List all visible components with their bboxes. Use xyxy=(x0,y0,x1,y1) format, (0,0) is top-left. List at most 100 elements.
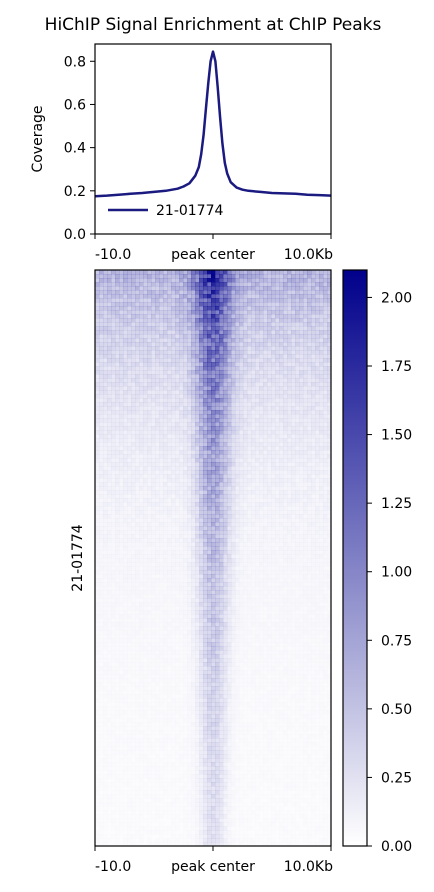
heatmap-cell xyxy=(303,358,307,362)
heatmap-cell xyxy=(231,326,235,330)
heatmap-cell xyxy=(183,310,187,314)
heatmap-cell xyxy=(287,498,291,502)
heatmap-cell xyxy=(95,342,99,346)
heatmap-cell xyxy=(107,270,111,274)
heatmap-cell xyxy=(283,462,287,466)
heatmap-cell xyxy=(183,502,187,506)
heatmap-cell xyxy=(175,346,179,350)
heatmap-cell xyxy=(139,478,143,482)
heatmap-cell xyxy=(271,594,275,598)
heatmap-cell xyxy=(155,406,159,410)
heatmap-cell xyxy=(187,462,191,466)
heatmap-cell xyxy=(267,330,271,334)
heatmap-cell xyxy=(247,282,251,286)
heatmap-cell xyxy=(179,358,183,362)
heatmap-cell xyxy=(303,602,307,606)
heatmap-cell xyxy=(295,530,299,534)
heatmap-cell xyxy=(275,338,279,342)
heatmap-cell xyxy=(183,270,187,274)
heatmap-cell xyxy=(159,510,163,514)
heatmap-cell xyxy=(151,390,155,394)
heatmap-cell xyxy=(99,410,103,414)
heatmap-cell xyxy=(159,482,163,486)
heatmap-cell xyxy=(319,478,323,482)
heatmap-cell xyxy=(175,502,179,506)
heatmap-cell xyxy=(307,598,311,602)
heatmap-cell xyxy=(131,322,135,326)
heatmap-cell xyxy=(323,330,327,334)
heatmap-cell xyxy=(231,490,235,494)
heatmap-cell xyxy=(159,362,163,366)
heatmap-cell xyxy=(311,290,315,294)
heatmap-cell xyxy=(259,510,263,514)
heatmap-cell xyxy=(191,406,195,410)
heatmap-cell xyxy=(179,330,183,334)
heatmap-cell xyxy=(99,570,103,574)
heatmap-cell xyxy=(163,554,167,558)
heatmap-cell xyxy=(223,310,227,314)
heatmap-cell xyxy=(135,534,139,538)
heatmap-cell xyxy=(199,582,203,586)
heatmap-cell xyxy=(287,310,291,314)
heatmap-cell xyxy=(251,390,255,394)
heatmap-cell xyxy=(159,490,163,494)
heatmap-cell xyxy=(127,486,131,490)
heatmap-cell xyxy=(99,290,103,294)
heatmap-cell xyxy=(259,486,263,490)
heatmap-cell xyxy=(151,490,155,494)
heatmap-cell xyxy=(163,278,167,282)
heatmap-cell xyxy=(251,498,255,502)
heatmap-cell xyxy=(183,474,187,478)
heatmap-cell xyxy=(111,510,115,514)
heatmap-cell xyxy=(239,578,243,582)
heatmap-cell xyxy=(99,318,103,322)
heatmap-cell xyxy=(227,414,231,418)
heatmap-cell xyxy=(291,354,295,358)
heatmap-cell xyxy=(155,270,159,274)
heatmap-cell xyxy=(251,346,255,350)
heatmap-cell xyxy=(171,446,175,450)
heatmap-cell xyxy=(103,410,107,414)
heatmap-cell xyxy=(207,370,211,374)
heatmap-cell xyxy=(295,374,299,378)
heatmap-cell xyxy=(111,538,115,542)
heatmap-cell xyxy=(215,398,219,402)
heatmap-cell xyxy=(231,602,235,606)
heatmap-cell xyxy=(171,602,175,606)
heatmap-cell xyxy=(303,526,307,530)
heatmap-cell xyxy=(135,506,139,510)
heatmap-cell xyxy=(139,330,143,334)
heatmap-cell xyxy=(247,310,251,314)
heatmap-cell xyxy=(219,370,223,374)
heatmap-cell xyxy=(179,302,183,306)
heatmap-cell xyxy=(311,426,315,430)
heatmap-cell xyxy=(303,326,307,330)
heatmap-cell xyxy=(247,566,251,570)
heatmap-cell xyxy=(195,522,199,526)
heatmap-cell xyxy=(127,434,131,438)
heatmap-cell xyxy=(187,450,191,454)
heatmap-cell xyxy=(147,502,151,506)
heatmap-cell xyxy=(303,274,307,278)
heatmap-cell xyxy=(311,430,315,434)
heatmap-cell xyxy=(291,346,295,350)
heatmap-cell xyxy=(279,474,283,478)
heatmap-cell xyxy=(303,498,307,502)
heatmap-cell xyxy=(287,530,291,534)
heatmap-cell xyxy=(319,438,323,442)
heatmap-cell xyxy=(259,378,263,382)
heatmap-cell xyxy=(187,294,191,298)
heatmap-cell xyxy=(199,586,203,590)
heatmap-cell xyxy=(267,534,271,538)
heatmap-cell xyxy=(107,498,111,502)
heatmap-cell xyxy=(143,526,147,530)
heatmap-cell xyxy=(211,330,215,334)
heatmap-cell xyxy=(191,390,195,394)
heatmap-cell xyxy=(219,362,223,366)
heatmap-cell xyxy=(95,370,99,374)
heatmap-cell xyxy=(295,514,299,518)
heatmap-cell xyxy=(311,338,315,342)
heatmap-cell xyxy=(99,602,103,606)
heatmap-cell xyxy=(115,462,119,466)
heatmap-cell xyxy=(319,514,323,518)
